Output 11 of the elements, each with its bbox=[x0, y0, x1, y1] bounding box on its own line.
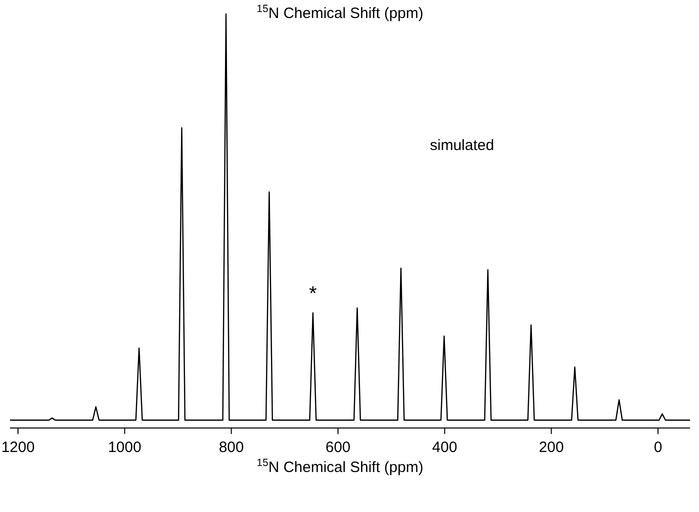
x-tick-label: 1000 bbox=[108, 439, 142, 456]
x-axis-title: $^{15}$N Chemical Shift (ppm) bbox=[256, 457, 424, 476]
x-tick-label: 200 bbox=[538, 439, 564, 456]
chart-title: $^{15}$N Chemical Shift (ppm) bbox=[256, 3, 424, 22]
x-tick-label: 1200 bbox=[1, 439, 35, 456]
annotation: simulated bbox=[430, 137, 494, 154]
x-tick-label: 800 bbox=[218, 439, 244, 456]
annotation: * bbox=[309, 283, 318, 305]
x-tick-label: 600 bbox=[325, 439, 351, 456]
x-tick-label: 400 bbox=[432, 439, 458, 456]
x-tick-label: 0 bbox=[654, 439, 662, 456]
